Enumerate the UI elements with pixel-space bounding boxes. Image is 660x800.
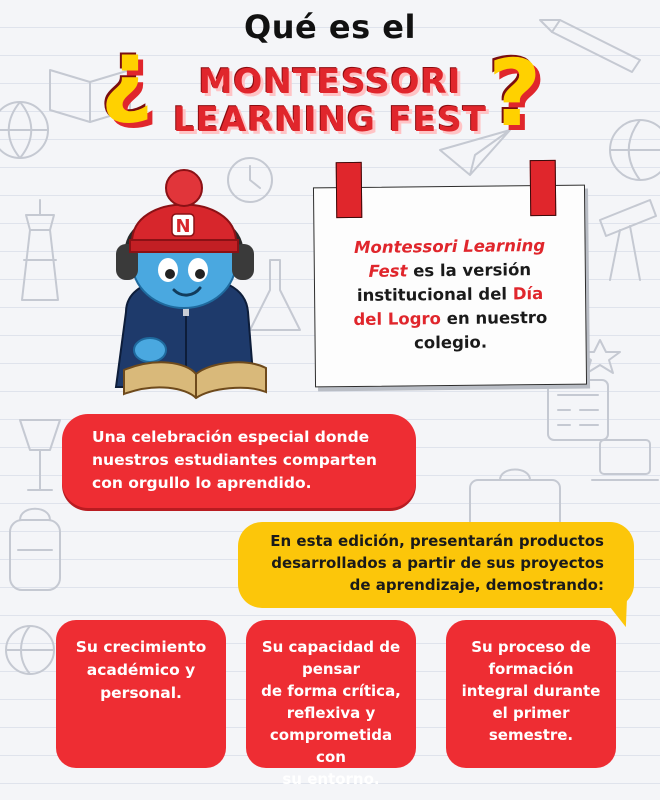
card-text: Su crecimiento académico y personal.: [56, 620, 226, 705]
info-note-card: Montessori Learning Fest es la versión in…: [312, 159, 588, 388]
edition-line-1: En esta edición, presentarán productos: [270, 532, 604, 550]
pencil-doodle: [539, 19, 641, 73]
card-line: integral durante: [461, 682, 601, 700]
card-line: Su crecimiento: [75, 638, 207, 656]
note-pin-right: [529, 159, 557, 217]
celebration-text: Una celebración especial donde nuestros …: [92, 428, 377, 492]
card-line: formación: [488, 660, 574, 678]
hat-logo-letter: N: [175, 216, 190, 237]
book-doodle: [49, 69, 131, 123]
card-line: semestre.: [488, 726, 574, 744]
card-line: el primer: [492, 704, 570, 722]
clock-doodle: [227, 157, 273, 203]
card-integral-formation: Su proceso de formación integral durante…: [446, 620, 616, 768]
card-line: personal.: [100, 684, 182, 702]
edition-line-2: desarrollados a partir de sus proyectos: [271, 554, 604, 572]
open-question-mark: ¿: [100, 20, 154, 127]
lamp-doodle: [19, 419, 61, 491]
edition-line-3: de aprendizaje, demostrando:: [349, 576, 604, 594]
hat-pompom: [165, 169, 203, 207]
note-pin-left: [335, 161, 363, 219]
card-academic-growth: Su crecimiento académico y personal.: [56, 620, 226, 768]
title-line-1: MONTESSORI: [198, 62, 462, 102]
card-line: de forma crítica,: [261, 682, 401, 700]
backpack-doodle: [9, 507, 61, 591]
card-line: comprometida con: [269, 726, 393, 766]
card-text: Su proceso de formación integral durante…: [446, 620, 616, 746]
globe-doodle-mid: [5, 625, 55, 675]
card-critical-thinking: Su capacidad de pensar de forma crítica,…: [246, 620, 416, 788]
card-text: Su capacidad de pensar de forma crítica,…: [246, 620, 416, 790]
card-line: pensar: [301, 660, 361, 678]
highlight-dia: Día: [512, 284, 544, 304]
paper-plane-doodle: [439, 129, 511, 176]
mascot-illustration: N: [114, 169, 267, 400]
card-line: Su capacidad de: [261, 638, 401, 656]
card-line: Su proceso de: [471, 638, 591, 656]
highlight-del-logro: del Logro: [353, 309, 442, 330]
bag-doodle: [469, 468, 561, 531]
event-name-part-2: Fest: [368, 261, 408, 281]
globe-doodle-right: [609, 119, 660, 181]
card-line: su entorno.: [282, 770, 380, 788]
globe-doodle: [0, 101, 49, 159]
lighthouse-doodle: [21, 199, 59, 301]
flask-doodle: [249, 259, 301, 331]
title-prefix: Qué es el: [244, 8, 416, 46]
telescope-doodle: [599, 199, 657, 281]
laptop-doodle: [591, 439, 659, 481]
card-line: reflexiva y: [286, 704, 376, 722]
event-name-part-1: Montessori Learning: [353, 236, 546, 258]
title-line-2: LEARNING FEST: [173, 100, 487, 140]
edition-text: En esta edición, presentarán productos d…: [238, 530, 604, 596]
note-text: Montessori Learning Fest es la versión in…: [330, 234, 569, 356]
celebration-pill: Una celebración especial donde nuestros …: [62, 414, 416, 508]
calculator-doodle: [547, 379, 609, 441]
close-question-mark: ?: [488, 40, 542, 147]
edition-speech-bubble: En esta edición, presentarán productos d…: [238, 522, 634, 608]
card-line: académico y: [86, 661, 196, 679]
